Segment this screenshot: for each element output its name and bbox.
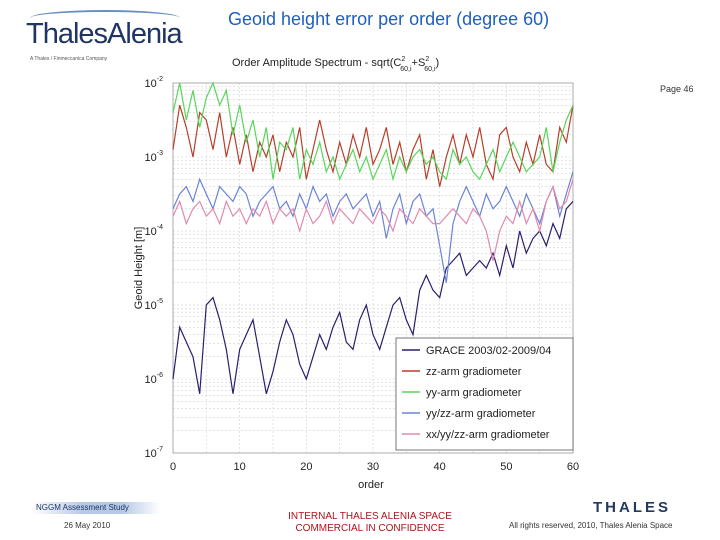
confidentiality-notice: INTERNAL THALES ALENIA SPACE COMMERCIAL … — [272, 511, 468, 535]
x-tick-label: 50 — [500, 461, 512, 473]
x-tick-label: 10 — [234, 461, 246, 473]
series-line-2 — [172, 105, 574, 187]
legend-label: xx/yy/zz-arm gradiometer — [426, 429, 550, 441]
logo-arc-icon — [30, 10, 180, 26]
y-tick-label: 10-7 — [145, 446, 164, 460]
series-line-4 — [172, 171, 574, 283]
legend-label: yy/zz-arm gradiometer — [426, 408, 536, 420]
y-tick-label: 10-2 — [145, 76, 164, 90]
thales-alenia-logo: ThalesAlenia — [26, 10, 183, 51]
x-tick-label: 30 — [367, 461, 379, 473]
series-lines — [172, 81, 574, 394]
y-axis-label: Geoid Height [m] — [133, 227, 145, 310]
legend: GRACE 2003/02-2009/04 zz-arm gradiometer y… — [395, 337, 574, 451]
y-tick-label: 10-3 — [145, 150, 164, 164]
chart-svg: Order Amplitude Spectrum - sqrt(C2 60,i+S… — [133, 56, 579, 491]
x-tick-label: 40 — [434, 461, 446, 473]
y-tick-label: 10-4 — [145, 224, 164, 238]
legend-entries: GRACE 2003/02-2009/04 zz-arm gradiometer y… — [402, 345, 551, 441]
legend-label: zz-arm gradiometer — [426, 366, 522, 378]
y-tick-label: 10-6 — [145, 372, 164, 386]
x-axis-ticks: 0 10 20 30 40 50 60 — [170, 461, 579, 473]
chart-title: Order Amplitude Spectrum - sqrt(C2 60,i+S… — [232, 56, 439, 73]
plot-frame — [172, 82, 574, 454]
x-tick-label: 20 — [300, 461, 312, 473]
series-line-1 — [172, 200, 574, 394]
confidentiality-line-2: COMMERCIAL IN CONFIDENCE — [295, 523, 445, 534]
y-tick-label: 10-5 — [145, 298, 164, 312]
x-axis-label: order — [358, 479, 384, 491]
footer-rights: All rights reserved, 2010, Thales Alenia… — [509, 521, 673, 530]
legend-label: yy-arm gradiometer — [426, 387, 522, 399]
slide-title: Geoid height error per order (degree 60) — [228, 9, 550, 29]
footer-study-bar — [32, 502, 160, 514]
footer-study-label: NGGM Assessment Study — [36, 503, 129, 512]
series-line-5 — [172, 179, 574, 261]
page-number: Page 46 — [660, 84, 694, 94]
legend-label: GRACE 2003/02-2009/04 — [426, 345, 551, 357]
x-tick-label: 60 — [567, 461, 579, 473]
confidentiality-line-1: INTERNAL THALES ALENIA SPACE — [288, 511, 452, 522]
footer-date: 26 May 2010 — [64, 521, 111, 530]
logo-subtext: A Thales / Finmeccanica Company — [30, 56, 108, 62]
y-axis-ticks: 10-7 10-6 10-5 10-4 10-3 10-2 — [145, 76, 164, 460]
thales-logo: THALES — [593, 499, 671, 516]
x-tick-label: 0 — [170, 461, 176, 473]
series-line-3 — [172, 81, 574, 182]
legend-box — [395, 337, 574, 451]
